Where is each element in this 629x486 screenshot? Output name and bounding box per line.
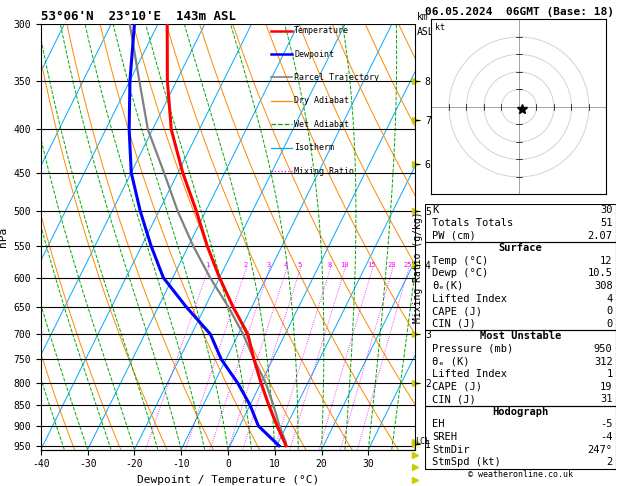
Text: Lifted Index: Lifted Index [432,294,507,304]
Text: SREH: SREH [432,432,457,442]
Text: 0: 0 [606,319,613,329]
Text: 8: 8 [327,262,331,268]
Text: 10.5: 10.5 [587,268,613,278]
Text: Temperature: Temperature [294,26,349,35]
Text: Totals Totals: Totals Totals [432,218,513,228]
Text: 30: 30 [600,206,613,215]
Text: Dewp (°C): Dewp (°C) [432,268,489,278]
Text: Isotherm: Isotherm [294,143,334,152]
Text: Surface: Surface [499,243,542,253]
Text: CAPE (J): CAPE (J) [432,306,482,316]
Text: Mixing Ratio (g/kg): Mixing Ratio (g/kg) [413,211,423,323]
Text: EH: EH [432,419,445,430]
Text: θₑ(K): θₑ(K) [432,281,464,291]
Text: 5: 5 [298,262,302,268]
Text: km: km [417,12,429,22]
Text: 4: 4 [284,262,288,268]
Text: 53°06'N  23°10'E  143m ASL: 53°06'N 23°10'E 143m ASL [41,10,236,23]
Text: 4: 4 [606,294,613,304]
Text: 06.05.2024  06GMT (Base: 18): 06.05.2024 06GMT (Base: 18) [425,7,613,17]
Bar [425,406,616,469]
Text: © weatheronline.co.uk: © weatheronline.co.uk [468,470,573,479]
Text: -4: -4 [600,432,613,442]
Text: Temp (°C): Temp (°C) [432,256,489,266]
Text: Lifted Index: Lifted Index [432,369,507,379]
Text: 31: 31 [600,394,613,404]
Text: 0: 0 [606,306,613,316]
Text: -5: -5 [600,419,613,430]
Text: Parcel Trajectory: Parcel Trajectory [294,73,379,82]
Text: K: K [432,206,438,215]
Text: Dry Adiabat: Dry Adiabat [294,96,349,105]
Text: 12: 12 [600,256,613,266]
Text: StmSpd (kt): StmSpd (kt) [432,457,501,467]
Text: LCL: LCL [415,437,430,446]
Bar [425,330,616,406]
Text: kt: kt [435,23,445,32]
Text: 2.07: 2.07 [587,230,613,241]
Text: StmDir: StmDir [432,445,470,455]
Bar [425,204,616,242]
Text: ASL: ASL [417,27,435,37]
Text: 2: 2 [606,457,613,467]
Text: 15: 15 [367,262,376,268]
Text: 1: 1 [606,369,613,379]
Text: 10: 10 [340,262,348,268]
Text: 20: 20 [387,262,396,268]
Text: 308: 308 [594,281,613,291]
Text: CAPE (J): CAPE (J) [432,382,482,392]
Text: PW (cm): PW (cm) [432,230,476,241]
Text: 19: 19 [600,382,613,392]
Text: Hodograph: Hodograph [493,407,548,417]
Text: 247°: 247° [587,445,613,455]
Text: Dewpoint: Dewpoint [294,50,334,59]
X-axis label: Dewpoint / Temperature (°C): Dewpoint / Temperature (°C) [137,475,319,485]
Text: 2: 2 [243,262,247,268]
Text: Pressure (mb): Pressure (mb) [432,344,513,354]
Text: 950: 950 [594,344,613,354]
Text: Mixing Ratio: Mixing Ratio [294,167,354,175]
Text: 51: 51 [600,218,613,228]
Text: 25: 25 [404,262,412,268]
Text: Most Unstable: Most Unstable [480,331,561,341]
Text: 3: 3 [267,262,270,268]
Text: Wet Adiabat: Wet Adiabat [294,120,349,129]
Text: CIN (J): CIN (J) [432,319,476,329]
Text: CIN (J): CIN (J) [432,394,476,404]
Text: 1: 1 [205,262,209,268]
Y-axis label: hPa: hPa [0,227,8,247]
Text: 312: 312 [594,357,613,366]
Text: θₑ (K): θₑ (K) [432,357,470,366]
Bar [425,242,616,330]
